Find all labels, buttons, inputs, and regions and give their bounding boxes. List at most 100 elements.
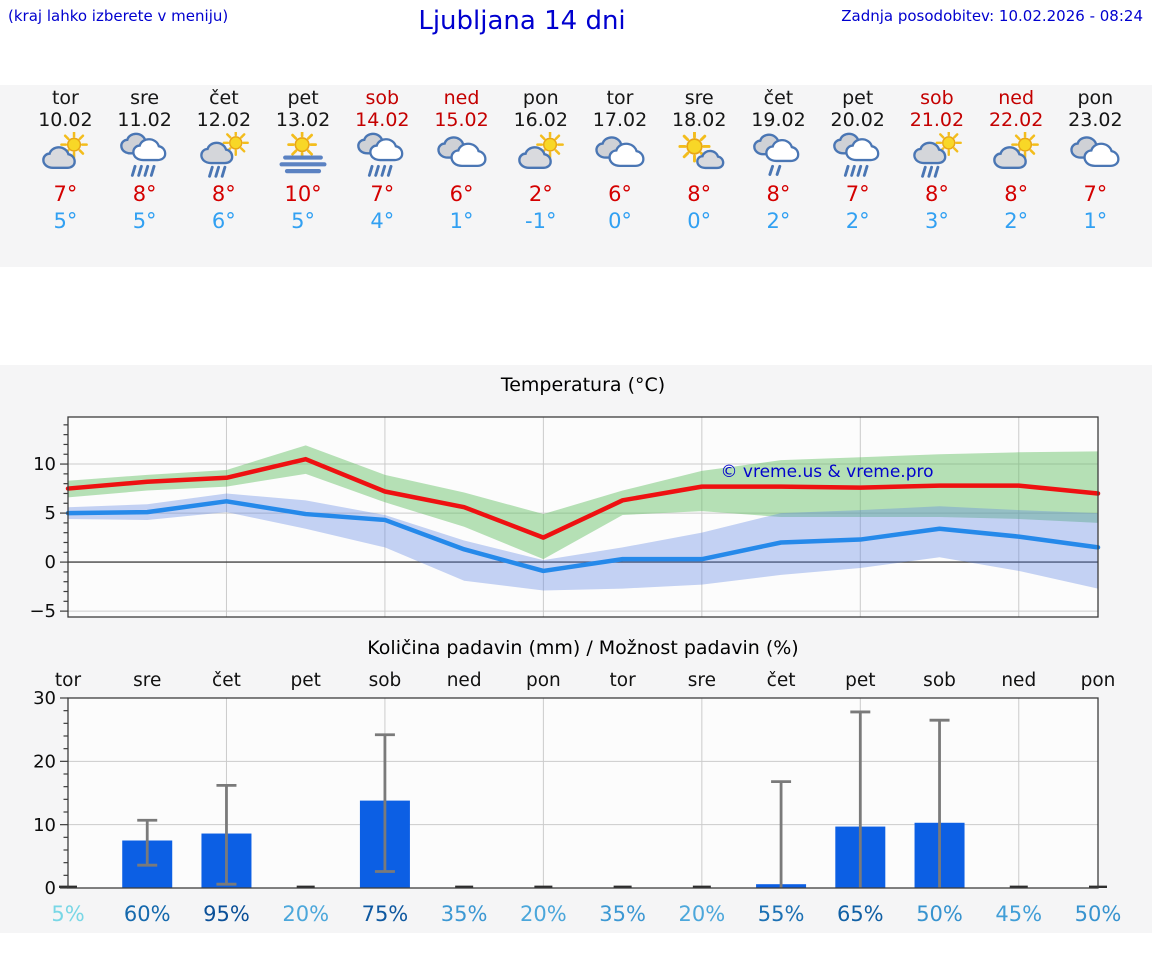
- high-temp: 6°: [449, 182, 474, 206]
- precip-error-bar: [929, 718, 950, 888]
- precip-ytick-label: 0: [45, 878, 56, 899]
- day-date: 12.02: [196, 109, 252, 131]
- pop-label: 35%: [599, 902, 646, 926]
- cloudy-icon: [1066, 132, 1124, 179]
- day-date: 15.02: [434, 109, 489, 131]
- low-temp: 5°: [53, 209, 78, 233]
- high-temp: 8°: [132, 182, 157, 206]
- pop-label: 65%: [836, 902, 884, 926]
- high-temp: 6°: [608, 182, 632, 206]
- light-rain-icon: [749, 132, 807, 179]
- pop-label: 20%: [520, 902, 567, 926]
- charts-section: −5 0 5 10 0 10 20 30 Temperatura (°C) Količina …: [0, 365, 1152, 933]
- sunny-cloud-icon: [670, 132, 728, 179]
- max-range-band: [68, 445, 1098, 560]
- min-temperature-line: [65, 499, 1101, 574]
- day-date: 11.02: [117, 109, 172, 131]
- temp-ytick-label: −5: [29, 601, 56, 622]
- day-name: ned: [998, 87, 1035, 109]
- day-date: 23.02: [1068, 109, 1123, 131]
- precip-error-bar: [374, 733, 395, 873]
- precip-ytick-label: 30: [33, 688, 56, 709]
- day-date: 21.02: [909, 109, 965, 131]
- precip-day-label: sob: [368, 670, 402, 691]
- low-temp: 6°: [211, 209, 236, 233]
- day-date: 18.02: [672, 109, 727, 131]
- max-temperature-line: [65, 456, 1101, 540]
- temp-ytick-label: 5: [45, 503, 56, 524]
- sun-rain-icon: [195, 132, 253, 179]
- day-date: 17.02: [592, 109, 648, 131]
- low-temp: -1°: [525, 209, 557, 233]
- forecast-day-column: pet 13.02 10° 5°: [263, 87, 343, 235]
- pop-label: 95%: [203, 902, 250, 926]
- rain-icon: [116, 132, 174, 179]
- sun-cloud-icon: [512, 132, 570, 179]
- sun-cloud-icon: [36, 132, 94, 179]
- forecast-day-column: čet 19.02 8° 2°: [738, 87, 818, 235]
- precip-day-label: ned: [446, 670, 482, 691]
- day-date: 20.02: [830, 109, 885, 131]
- precip-day-label: čet: [766, 670, 796, 691]
- day-name: pon: [522, 87, 559, 109]
- high-temp: 2°: [528, 182, 553, 206]
- pop-label: 20%: [678, 902, 726, 926]
- temp-ytick-label: 10: [33, 454, 56, 475]
- cloudy-icon: [433, 132, 491, 179]
- pop-label: 60%: [123, 902, 171, 926]
- high-temp: 7°: [1083, 182, 1108, 206]
- day-name: pet: [287, 87, 319, 109]
- precip-day-label: sre: [133, 670, 162, 691]
- forecast-day-column: pon 16.02 2° -1°: [501, 87, 581, 235]
- day-name: sre: [130, 87, 160, 109]
- pop-label: 50%: [1074, 902, 1122, 926]
- low-temp: 3°: [924, 209, 949, 233]
- day-date: 19.02: [751, 109, 806, 131]
- precip-ytick-label: 10: [33, 815, 56, 836]
- day-name: čet: [209, 87, 239, 109]
- forecast-day-column: čet 12.02 8° 6°: [184, 87, 264, 235]
- forecast-day-column: sob 21.02 8° 3°: [897, 87, 977, 235]
- day-name: ned: [443, 87, 480, 109]
- forecast-day-column: ned 15.02 6° 1°: [422, 87, 502, 235]
- sun-rain-icon: [908, 132, 966, 179]
- low-temp: 4°: [370, 209, 395, 233]
- low-temp: 1°: [1083, 209, 1108, 233]
- day-name: sob: [920, 87, 954, 109]
- sun-cloud-icon: [987, 132, 1045, 179]
- page-title: Ljubljana 14 dni: [418, 6, 626, 36]
- temp-ytick-label: 0: [45, 552, 56, 573]
- high-temp: 8°: [687, 182, 712, 206]
- low-temp: 1°: [449, 209, 474, 233]
- rain-icon: [353, 132, 411, 179]
- day-date: 10.02: [38, 109, 93, 131]
- precip-day-label: pon: [1080, 670, 1116, 691]
- day-name: pet: [842, 87, 874, 109]
- fog-sun-icon: [274, 132, 332, 179]
- pop-label: 75%: [361, 902, 409, 926]
- forecast-day-column: ned 22.02 8° 2°: [976, 87, 1056, 235]
- watermark: © vreme.us & vreme.pro: [720, 462, 934, 482]
- pop-label: 45%: [995, 902, 1043, 926]
- high-temp: 7°: [370, 182, 395, 206]
- pop-label: 35%: [440, 902, 488, 926]
- precip-day-label: pet: [845, 670, 876, 691]
- day-date: 14.02: [355, 109, 410, 131]
- high-temp: 10°: [284, 182, 322, 206]
- high-temp: 8°: [766, 182, 791, 206]
- precip-day-label: pet: [290, 670, 321, 691]
- precip-day-label: pon: [525, 670, 561, 691]
- high-temp: 8°: [924, 182, 949, 206]
- precip-day-label: tor: [54, 670, 82, 691]
- precip-day-label: ned: [1001, 670, 1037, 691]
- forecast-day-column: sre 18.02 8° 0°: [659, 87, 739, 235]
- low-temp: 0°: [687, 209, 712, 233]
- day-date: 16.02: [513, 109, 568, 131]
- charts-canvas: −5 0 5 10 0 10 20 30: [29, 416, 1107, 899]
- precip-day-label: čet: [212, 670, 241, 691]
- day-name: pon: [1077, 87, 1114, 109]
- day-name: tor: [51, 87, 79, 109]
- forecast-day-column: tor 17.02 6° 0°: [580, 87, 660, 235]
- pop-label: 55%: [757, 902, 805, 926]
- low-temp: 5°: [291, 209, 316, 233]
